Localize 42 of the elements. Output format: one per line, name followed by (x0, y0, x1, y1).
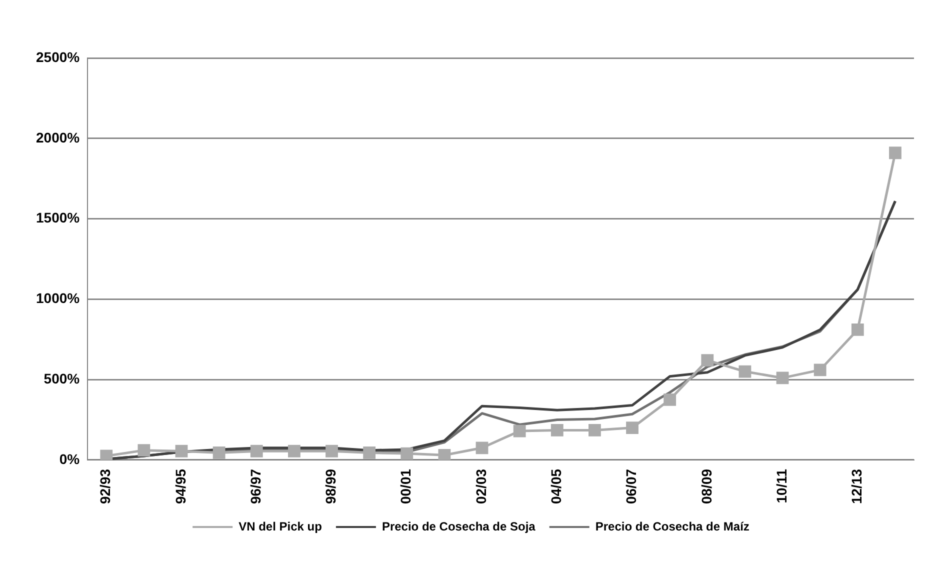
point (288, 444, 300, 458)
point (701, 354, 714, 366)
point (550, 424, 564, 436)
x-tick-label: 06/07 (623, 468, 640, 504)
point (476, 442, 488, 454)
point (138, 444, 150, 457)
point (100, 450, 113, 460)
point (889, 146, 902, 160)
point (400, 447, 414, 460)
point (513, 424, 526, 438)
x-tick-label: 10/11 (773, 468, 790, 504)
legend-label: VN del Pick up (238, 519, 322, 534)
y-tick-label: 2500% (36, 48, 80, 65)
point (438, 448, 451, 460)
x-tick-label: 04/05 (548, 468, 564, 504)
point (738, 365, 752, 378)
point (175, 444, 188, 458)
y-tick-label: 2000% (36, 129, 80, 146)
y-tick-label: 1500% (36, 210, 80, 226)
y-tick-label: 1000% (36, 290, 80, 306)
x-tick-label: 08/09 (698, 468, 714, 504)
point (326, 444, 338, 458)
point (363, 446, 376, 459)
legend-label: Precio de Cosecha de Soja (382, 519, 536, 534)
x-tick-label: 00/01 (398, 468, 414, 504)
point (588, 424, 601, 436)
y-tick-label: 0% (59, 450, 80, 467)
x-tick-label: 94/95 (172, 468, 188, 504)
x-tick-label: 98/99 (322, 468, 339, 504)
point (626, 422, 638, 434)
point (814, 364, 826, 376)
point (664, 393, 676, 406)
point (250, 444, 263, 458)
legend-label: Precio de Cosecha de Maíz (595, 519, 750, 534)
point (776, 372, 789, 384)
x-tick-label: 96/97 (247, 468, 264, 504)
x-tick-label: 92/93 (97, 468, 114, 504)
y-tick-label: 500% (44, 370, 80, 386)
point (212, 446, 226, 459)
x-tick-label: 12/13 (848, 468, 865, 504)
x-tick-label: 02/03 (472, 468, 489, 504)
point (851, 324, 864, 336)
